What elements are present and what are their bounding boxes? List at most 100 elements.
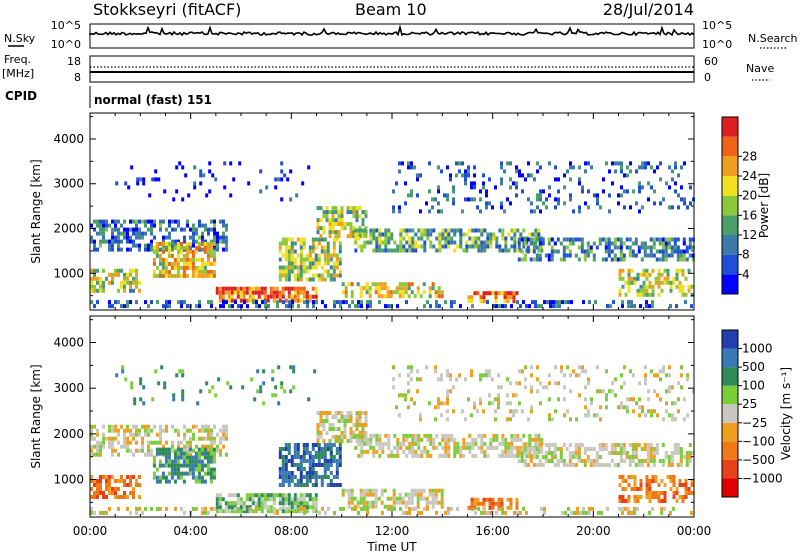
power-cell bbox=[203, 273, 207, 278]
power-cell bbox=[467, 165, 470, 170]
velocity-cell bbox=[209, 459, 213, 464]
velocity-cell bbox=[582, 506, 585, 511]
velocity-cell bbox=[203, 463, 207, 468]
power-cell bbox=[120, 268, 123, 273]
power-cell bbox=[378, 244, 382, 249]
velocity-cell bbox=[688, 459, 692, 463]
power-cell bbox=[197, 269, 201, 274]
velocity-cell bbox=[302, 455, 306, 459]
power-cell bbox=[90, 288, 93, 293]
velocity-cell bbox=[201, 424, 204, 429]
power-cell bbox=[437, 286, 441, 291]
power-cell bbox=[213, 227, 216, 232]
power-cell bbox=[464, 173, 467, 178]
velocity-cell bbox=[566, 409, 569, 414]
power-cell bbox=[265, 185, 269, 190]
velocity-cell bbox=[671, 385, 674, 390]
velocity-cell bbox=[453, 441, 457, 446]
velocity-cell bbox=[111, 440, 114, 445]
velocity-cell bbox=[284, 471, 288, 475]
power-cell bbox=[352, 226, 356, 231]
velocity-cell bbox=[684, 483, 688, 487]
power-cell bbox=[501, 228, 505, 233]
velocity-cell bbox=[99, 491, 102, 495]
power-cell bbox=[440, 290, 444, 295]
velocity-cell bbox=[161, 475, 165, 480]
velocity-cell bbox=[516, 437, 520, 442]
velocity-cell bbox=[405, 453, 409, 458]
power-cell bbox=[245, 286, 249, 291]
power-cell bbox=[509, 295, 513, 300]
power-cell bbox=[215, 290, 219, 295]
velocity-cell bbox=[610, 459, 614, 463]
power-cell bbox=[320, 249, 324, 254]
velocity-cell bbox=[181, 373, 185, 378]
power-cell bbox=[102, 231, 105, 236]
velocity-cell bbox=[90, 506, 93, 511]
power-cell bbox=[465, 240, 469, 245]
power-cell bbox=[503, 209, 506, 214]
power-cell bbox=[631, 249, 635, 254]
power-cell bbox=[340, 226, 344, 231]
velocity-cell bbox=[120, 424, 123, 429]
velocity-cell bbox=[254, 509, 258, 514]
velocity-cell bbox=[197, 479, 201, 484]
power-cell bbox=[621, 268, 625, 273]
power-cell bbox=[668, 165, 671, 170]
power-cell bbox=[374, 286, 378, 291]
velocity-cell bbox=[534, 437, 538, 442]
velocity-cell bbox=[225, 428, 228, 433]
velocity-cell bbox=[299, 475, 303, 479]
velocity-ytick-label: 1000 bbox=[53, 473, 84, 487]
power-cell bbox=[176, 273, 180, 278]
velocity-cell bbox=[251, 509, 255, 514]
power-cell bbox=[299, 245, 303, 250]
power-cell bbox=[486, 300, 489, 305]
power-cell bbox=[181, 165, 185, 170]
power-cell bbox=[173, 257, 177, 262]
velocity-cell bbox=[560, 365, 563, 370]
power-cell bbox=[191, 261, 195, 266]
power-cell bbox=[278, 294, 282, 299]
power-cell bbox=[636, 272, 640, 277]
velocity-cell bbox=[631, 451, 635, 455]
power-cell bbox=[429, 244, 433, 249]
power-cell bbox=[453, 228, 457, 233]
velocity-cell bbox=[663, 491, 667, 495]
velocity-cell bbox=[323, 455, 327, 459]
power-cell bbox=[678, 268, 682, 273]
power-cell bbox=[170, 265, 174, 270]
power-cell bbox=[677, 205, 680, 210]
velocity-cell bbox=[423, 445, 427, 450]
power-cell bbox=[344, 290, 348, 295]
power-cell bbox=[326, 269, 330, 274]
velocity-colorbar-segment bbox=[722, 348, 738, 368]
velocity-cell bbox=[254, 501, 258, 506]
velocity-cell bbox=[577, 443, 581, 447]
power-cell bbox=[278, 241, 282, 246]
power-cell bbox=[332, 269, 336, 274]
power-cell bbox=[618, 272, 622, 277]
velocity-cell bbox=[518, 381, 521, 386]
power-cell bbox=[338, 273, 342, 278]
power-cell bbox=[96, 276, 99, 281]
power-cell bbox=[93, 239, 96, 244]
power-cell bbox=[259, 169, 263, 174]
power-cell bbox=[326, 241, 330, 246]
power-cell bbox=[538, 257, 542, 262]
power-cell bbox=[646, 253, 650, 258]
velocity-cell bbox=[544, 443, 548, 447]
velocity-cell bbox=[497, 497, 501, 502]
power-cell bbox=[437, 294, 441, 299]
power-cell bbox=[117, 243, 120, 248]
velocity-cell bbox=[274, 385, 278, 390]
power-cell bbox=[621, 300, 624, 305]
power-cell bbox=[590, 165, 593, 170]
velocity-cell bbox=[360, 445, 364, 450]
velocity-cell bbox=[281, 479, 285, 483]
velocity-cell bbox=[227, 493, 231, 498]
velocity-cell bbox=[602, 389, 605, 394]
velocity-cell bbox=[212, 447, 216, 452]
power-cell bbox=[641, 185, 644, 190]
power-cell bbox=[227, 286, 231, 291]
